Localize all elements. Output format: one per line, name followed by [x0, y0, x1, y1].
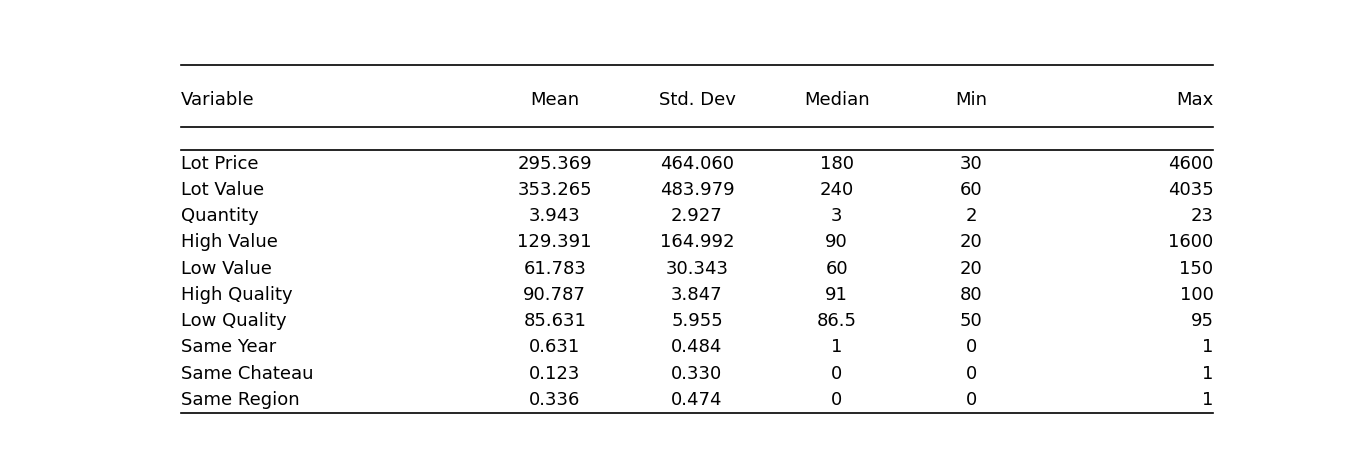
Text: 60: 60: [826, 259, 849, 278]
Text: 3: 3: [831, 207, 842, 225]
Text: 30.343: 30.343: [665, 259, 729, 278]
Text: 1: 1: [1202, 338, 1213, 356]
Text: High Value: High Value: [181, 233, 277, 251]
Text: 295.369: 295.369: [517, 155, 592, 172]
Text: 85.631: 85.631: [524, 312, 586, 330]
Text: High Quality: High Quality: [181, 286, 292, 304]
Text: Std. Dev: Std. Dev: [658, 91, 736, 109]
Text: Lot Price: Lot Price: [181, 155, 258, 172]
Text: 60: 60: [960, 181, 982, 199]
Text: 2: 2: [966, 207, 976, 225]
Text: 0: 0: [966, 338, 976, 356]
Text: Median: Median: [804, 91, 869, 109]
Text: 90.787: 90.787: [524, 286, 586, 304]
Text: 0.474: 0.474: [672, 391, 722, 409]
Text: 3.943: 3.943: [529, 207, 581, 225]
Text: 80: 80: [960, 286, 982, 304]
Text: Lot Value: Lot Value: [181, 181, 264, 199]
Text: Variable: Variable: [181, 91, 254, 109]
Text: 129.391: 129.391: [517, 233, 592, 251]
Text: Max: Max: [1176, 91, 1213, 109]
Text: 61.783: 61.783: [524, 259, 586, 278]
Text: Mean: Mean: [530, 91, 579, 109]
Text: 0: 0: [831, 391, 842, 409]
Text: 20: 20: [960, 233, 982, 251]
Text: 5.955: 5.955: [670, 312, 724, 330]
Text: 4035: 4035: [1168, 181, 1213, 199]
Text: 0: 0: [831, 365, 842, 383]
Text: 0.336: 0.336: [529, 391, 581, 409]
Text: 1600: 1600: [1168, 233, 1213, 251]
Text: Low Value: Low Value: [181, 259, 272, 278]
Text: 0.631: 0.631: [529, 338, 581, 356]
Text: 23: 23: [1190, 207, 1213, 225]
Text: 240: 240: [820, 181, 854, 199]
Text: 0: 0: [966, 365, 976, 383]
Text: 180: 180: [820, 155, 854, 172]
Text: 164.992: 164.992: [660, 233, 734, 251]
Text: 91: 91: [826, 286, 849, 304]
Text: 1: 1: [1202, 365, 1213, 383]
Text: 3.847: 3.847: [672, 286, 722, 304]
Text: 30: 30: [960, 155, 982, 172]
Text: 90: 90: [826, 233, 849, 251]
Text: 4600: 4600: [1168, 155, 1213, 172]
Text: Min: Min: [955, 91, 987, 109]
Text: Same Chateau: Same Chateau: [181, 365, 313, 383]
Text: 0: 0: [966, 391, 976, 409]
Text: 0.123: 0.123: [529, 365, 581, 383]
Text: 0.330: 0.330: [672, 365, 722, 383]
Text: 483.979: 483.979: [660, 181, 734, 199]
Text: 1: 1: [1202, 391, 1213, 409]
Text: 50: 50: [960, 312, 982, 330]
Text: 150: 150: [1179, 259, 1213, 278]
Text: Quantity: Quantity: [181, 207, 258, 225]
Text: 95: 95: [1190, 312, 1213, 330]
Text: Same Year: Same Year: [181, 338, 276, 356]
Text: 100: 100: [1179, 286, 1213, 304]
Text: 86.5: 86.5: [816, 312, 857, 330]
Text: Same Region: Same Region: [181, 391, 299, 409]
Text: Low Quality: Low Quality: [181, 312, 286, 330]
Text: 464.060: 464.060: [660, 155, 734, 172]
Text: 0.484: 0.484: [672, 338, 722, 356]
Text: 2.927: 2.927: [670, 207, 724, 225]
Text: 1: 1: [831, 338, 842, 356]
Text: 353.265: 353.265: [517, 181, 592, 199]
Text: 20: 20: [960, 259, 982, 278]
